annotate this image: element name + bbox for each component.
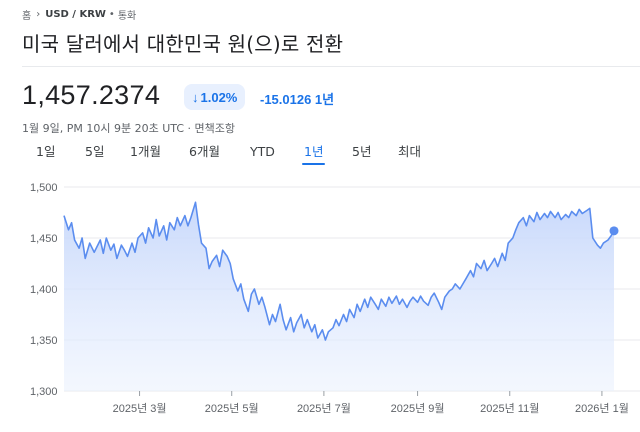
page-title: 미국 달러에서 대한민국 원(으)로 전환 — [22, 32, 344, 56]
timestamp-disclaimer: 1월 9일, PM 10시 9분 20초 UTC · 면책조항 — [22, 122, 235, 135]
tab-5y[interactable]: 5년 — [352, 144, 372, 159]
x-tick-label: 2025년 3월 — [113, 402, 167, 415]
breadcrumb-pair: USD / KRW — [45, 9, 106, 20]
tab-ytd[interactable]: YTD — [250, 144, 275, 159]
change-percent: 1.02% — [200, 89, 238, 105]
tab-5d[interactable]: 5일 — [85, 144, 105, 159]
y-tick-label: 1,450 — [30, 233, 58, 245]
arrow-down-icon: ↓ — [192, 89, 199, 105]
chart-x-ticks — [139, 391, 603, 396]
dot-separator: • — [108, 9, 115, 20]
y-tick-label: 1,300 — [30, 386, 58, 398]
x-tick-label: 2026년 1월 — [575, 402, 629, 415]
change-percent-badge: ↓ 1.02% — [184, 84, 246, 110]
exchange-rate-chart[interactable]: 1,500 1,450 1,400 1,350 1,300 2025년 3월 2025년 5… — [0, 170, 640, 432]
chevron-right-icon: › — [36, 9, 41, 20]
divider — [22, 66, 640, 67]
tab-1m[interactable]: 1개월 — [130, 144, 161, 159]
chart-series-line — [63, 201, 615, 341]
y-tick-label: 1,350 — [30, 335, 58, 347]
y-tick-label: 1,500 — [30, 182, 58, 194]
tab-1y[interactable]: 1년 — [301, 142, 326, 166]
tab-6m[interactable]: 6개월 — [189, 144, 220, 159]
y-tick-label: 1,400 — [30, 284, 58, 296]
chart-area-fill — [64, 202, 614, 391]
breadcrumb-home-link[interactable]: 홈 — [22, 11, 32, 22]
tab-1d[interactable]: 1일 — [36, 144, 56, 159]
current-price: 1,457.2374 — [22, 80, 161, 110]
x-tick-label: 2025년 9월 — [391, 402, 445, 415]
breadcrumb-category-link[interactable]: 통화 — [117, 11, 137, 22]
change-absolute: -15.0126 1년 — [260, 92, 335, 107]
breadcrumb: 홈 › USD / KRW • 통화 — [22, 7, 136, 22]
chart-current-point — [609, 226, 619, 236]
x-tick-label: 2025년 5월 — [205, 402, 259, 415]
tab-max[interactable]: 최대 — [398, 144, 422, 159]
x-tick-label: 2025년 7월 — [297, 402, 351, 415]
x-tick-label: 2025년 11월 — [480, 402, 539, 415]
